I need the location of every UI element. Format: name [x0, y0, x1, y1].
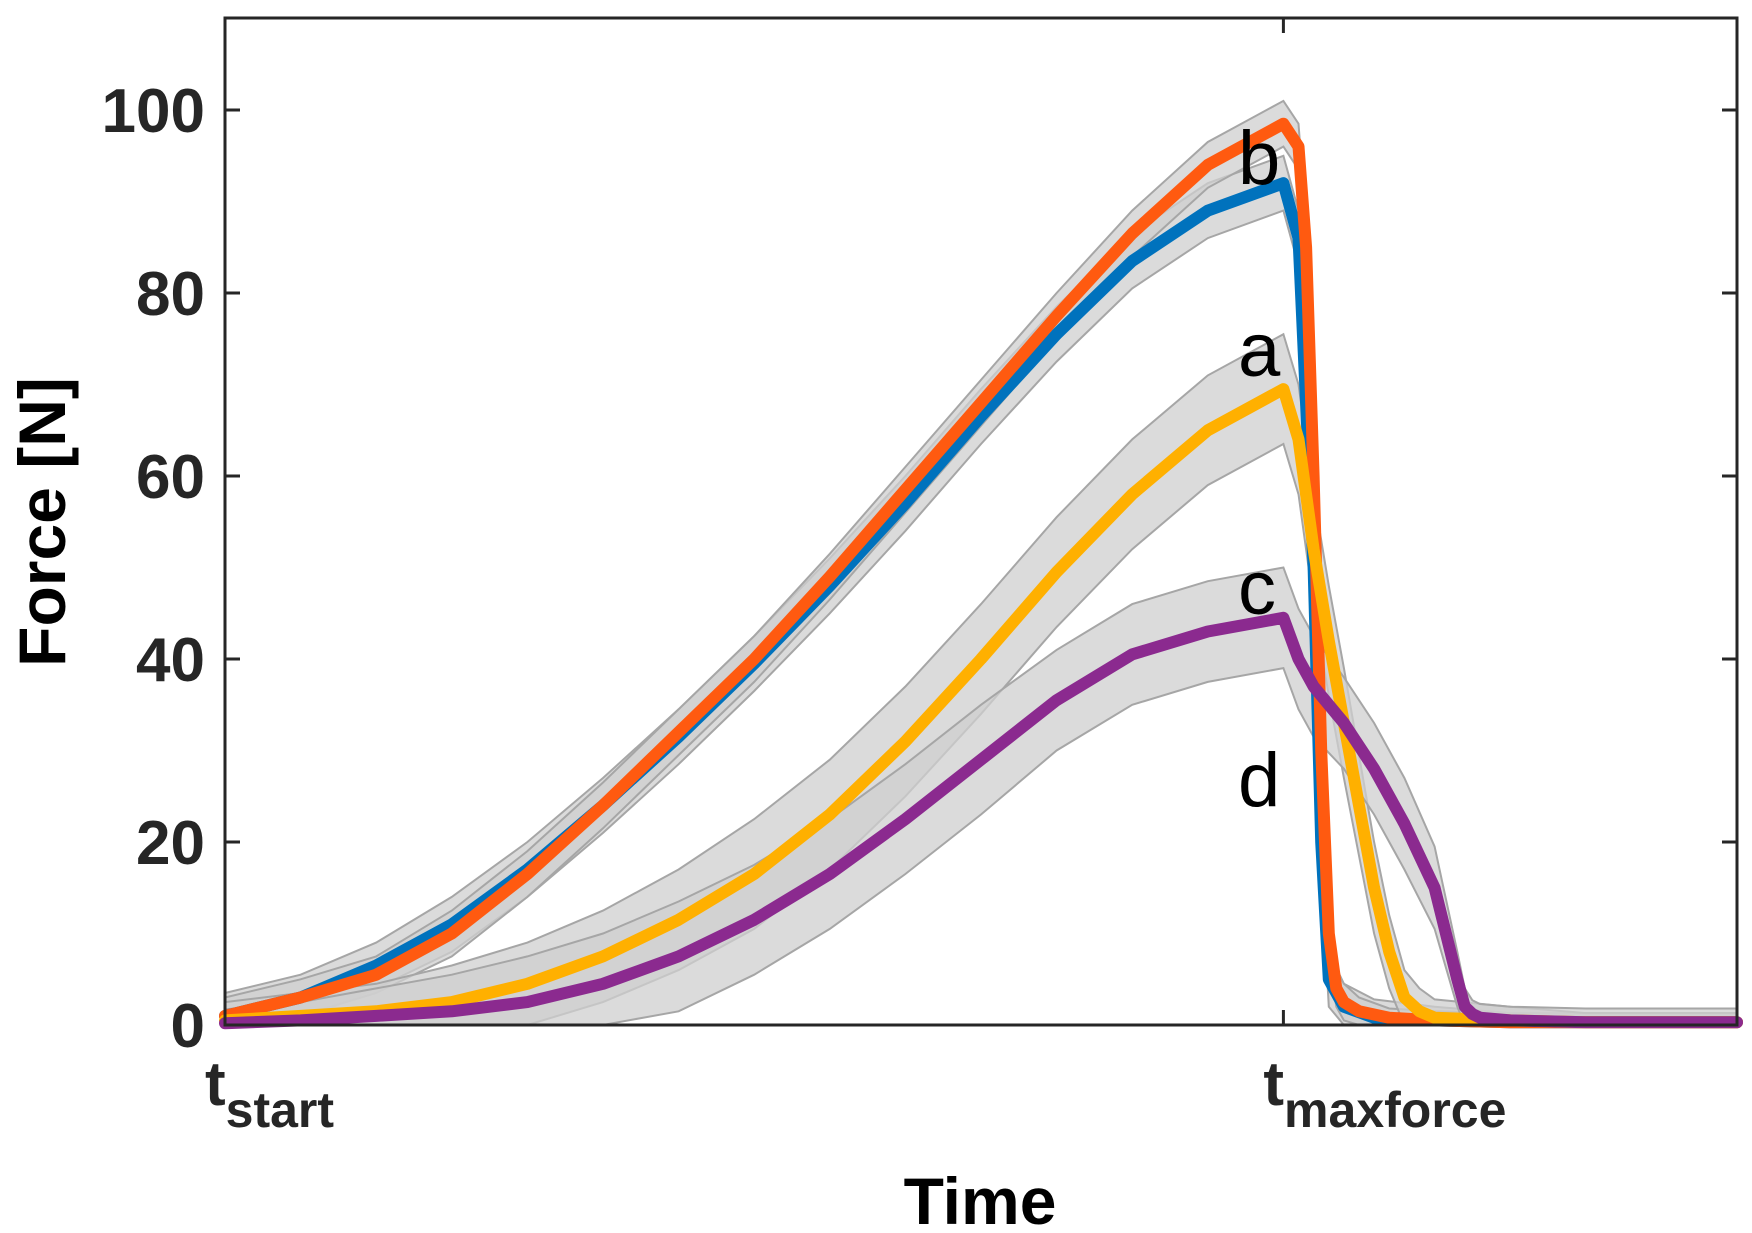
curve-labels: b a c d: [1238, 116, 1281, 823]
x-tick-label: tstart: [205, 1050, 334, 1138]
curve-label-b: b: [1238, 116, 1280, 201]
series-line-d: [219, 611, 1743, 1030]
y-tick-label: 80: [136, 260, 205, 329]
confidence-band-b: [225, 100, 1737, 1025]
x-axis-ticks: tstart tmaxforce: [205, 18, 1506, 1138]
data-series: [219, 117, 1743, 1030]
series-line-c: [219, 383, 1743, 1029]
plot-area-frame: [223, 16, 1739, 1027]
confidence-band-d: [225, 567, 1737, 1025]
x-tick-label: tmaxforce: [1263, 1050, 1506, 1138]
band-upper-edge-d: [224, 566, 1737, 1011]
y-axis-ticks: 0 20 40 60 80 100: [102, 77, 1737, 1061]
series-line-b: [219, 117, 1743, 1029]
y-tick-label: 100: [102, 77, 205, 146]
x-axis-title: Time: [904, 1164, 1057, 1233]
curve-label-d: d: [1238, 738, 1280, 823]
y-tick-label: 60: [136, 443, 205, 512]
y-tick-label: 0: [171, 992, 205, 1061]
y-axis-title: Force [N]: [5, 377, 79, 667]
y-tick-label: 20: [136, 809, 205, 878]
y-tick-label: 40: [136, 626, 205, 695]
curve-label-c: c: [1238, 546, 1276, 631]
band-upper-edge-c: [224, 332, 1737, 1015]
curve-label-a: a: [1238, 308, 1281, 393]
